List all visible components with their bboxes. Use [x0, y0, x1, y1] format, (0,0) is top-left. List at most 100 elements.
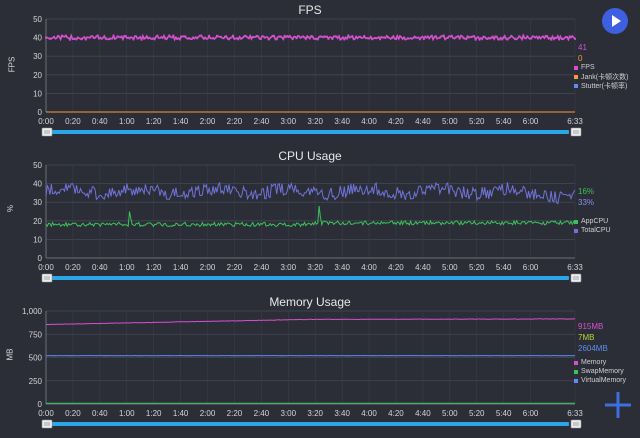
y-tick-label: 50	[33, 161, 42, 170]
fps-point	[494, 35, 497, 38]
fps-point	[152, 37, 155, 40]
fps-point	[379, 38, 382, 41]
legend-item-swapmemory[interactable]: SwapMemory	[574, 367, 626, 376]
fps-point	[259, 38, 262, 41]
fps-point	[470, 35, 473, 38]
x-tick-label: 0:40	[92, 409, 108, 418]
legend-item-jank[interactable]: Jank(卡顿次数)	[574, 72, 628, 81]
add-button[interactable]	[603, 390, 633, 420]
x-tick-label: 2:40	[254, 409, 270, 418]
x-tick-label: 2:40	[254, 117, 270, 126]
fps-point	[343, 38, 346, 41]
x-tick-label: 2:00	[200, 117, 216, 126]
fps-point	[434, 35, 437, 38]
play-icon	[612, 15, 621, 27]
x-tick-label: 0:00	[38, 117, 54, 126]
fps-point	[538, 35, 541, 38]
fps-point	[168, 34, 171, 37]
x-tick-label: 5:40	[496, 263, 512, 272]
fps-point	[347, 34, 350, 37]
fps-point	[227, 38, 230, 41]
x-tick-label: 1:40	[173, 117, 189, 126]
fps-point	[562, 38, 565, 41]
x-tick-label: 2:20	[227, 409, 243, 418]
fps-point	[251, 36, 254, 39]
x-tick-label: 1:00	[119, 263, 135, 272]
fps-point	[502, 36, 505, 39]
x-tick-label: 5:20	[469, 117, 485, 126]
x-tick-label: 1:20	[146, 117, 162, 126]
y-tick-label: 10	[33, 89, 42, 98]
y-tick-label: 0	[38, 400, 43, 409]
legend-item-totalcpu[interactable]: TotalCPU	[574, 226, 611, 235]
x-tick-label: 0:20	[65, 409, 81, 418]
fps-point	[422, 37, 425, 40]
fps-point	[462, 37, 465, 40]
fps-point	[327, 37, 330, 40]
x-tick-label: 5:40	[496, 117, 512, 126]
fps-point	[72, 38, 75, 41]
x-tick-label: 5:00	[442, 117, 458, 126]
x-tick-label: 4:40	[415, 409, 431, 418]
y-tick-label: 0	[38, 108, 43, 117]
fps-point	[255, 35, 258, 38]
fps-point	[96, 34, 99, 37]
fps-point	[76, 36, 79, 39]
fps-point	[235, 37, 238, 40]
fps-current-fps: 41	[578, 43, 587, 52]
fps-point	[375, 37, 378, 40]
fps-point	[283, 34, 286, 37]
fps-current-values: 41 0	[578, 42, 587, 64]
x-tick-label: 3:20	[307, 117, 323, 126]
y-tick-label: 1,000	[22, 307, 43, 316]
fps-point	[307, 36, 310, 39]
fps-point	[124, 35, 127, 38]
fps-point	[402, 36, 405, 39]
memory-line	[45, 318, 576, 326]
legend-item-appcpu[interactable]: AppCPU	[574, 217, 611, 226]
fps-point	[438, 36, 441, 39]
x-tick-label: 1:00	[119, 409, 135, 418]
y-tick-label: 500	[29, 354, 43, 363]
legend-item-memory[interactable]: Memory	[574, 358, 626, 367]
fps-point	[120, 35, 123, 38]
fps-point	[506, 38, 509, 41]
fps-point	[534, 36, 537, 39]
y-tick-label: 750	[29, 330, 43, 339]
legend-item-fps[interactable]: FPS	[574, 63, 628, 72]
fps-current-jank: 0	[578, 54, 583, 63]
time-range-slider-track	[52, 422, 569, 426]
x-tick-label: 5:20	[469, 409, 485, 418]
fps-point	[391, 36, 394, 39]
x-tick-label: 6:00	[523, 263, 539, 272]
x-tick-label: 2:20	[227, 117, 243, 126]
x-tick-label: 6:00	[523, 117, 539, 126]
fps-point	[518, 35, 521, 38]
plus-icon	[605, 392, 631, 418]
fps-point	[148, 36, 151, 39]
fps-point	[176, 37, 179, 40]
fps-point	[45, 36, 47, 39]
fps-point	[247, 37, 250, 40]
memory-panel-title: Memory Usage	[269, 295, 351, 309]
fps-point	[104, 37, 107, 40]
x-tick-label: 0:00	[38, 409, 54, 418]
legend-item-virtualmemory[interactable]: VirtualMemory	[574, 376, 626, 385]
appcpu-line	[45, 205, 576, 228]
fps-point	[271, 34, 274, 37]
legend-item-stutter[interactable]: Stutter(卡顿率)	[574, 81, 628, 90]
fps-point	[220, 35, 223, 38]
fps-point	[188, 37, 191, 40]
fps-point	[311, 35, 314, 38]
play-button[interactable]	[602, 8, 628, 34]
fps-point	[351, 35, 354, 38]
fps-point	[339, 38, 342, 41]
x-tick-label: 5:00	[442, 409, 458, 418]
fps-legend: FPS Jank(卡顿次数) Stutter(卡顿率)	[574, 63, 628, 90]
fps-point	[530, 37, 533, 40]
legend-swatch	[574, 228, 578, 233]
fps-point	[418, 38, 421, 41]
fps-point	[331, 37, 334, 40]
fps-point	[319, 35, 322, 38]
